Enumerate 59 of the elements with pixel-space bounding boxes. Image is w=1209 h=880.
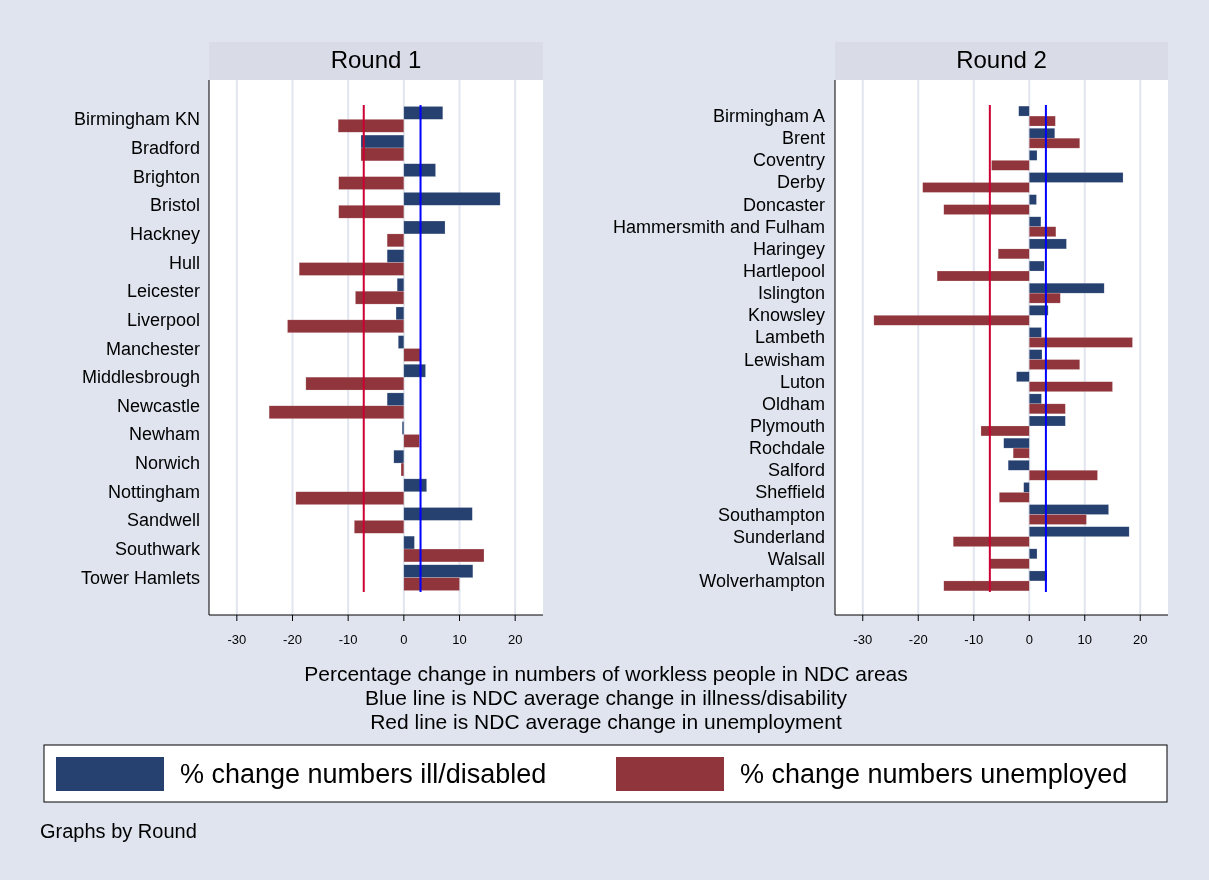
x-tick-label: -30	[227, 632, 247, 647]
y-tick-label: Wolverhampton	[699, 570, 825, 591]
y-tick-label: Bradford	[130, 137, 200, 158]
x-tick-label: -10	[338, 632, 358, 647]
y-tick-label: Luton	[779, 371, 825, 392]
y-tick-label: Rochdale	[748, 438, 825, 459]
text: Percentage change in numbers of workless people in NDC areas	[304, 662, 908, 685]
y-tick-label: Hull	[168, 252, 200, 273]
y-tick-label: Islington	[757, 283, 825, 304]
y-tick-label: Newham	[128, 424, 200, 445]
y-tick-label: Brent	[781, 128, 825, 149]
y-tick-label: Hartlepool	[742, 261, 825, 282]
y-tick-label: Coventry	[752, 150, 825, 171]
y-tick-label: Sheffield	[755, 482, 825, 503]
y-tick-label: Oldham	[761, 393, 825, 414]
y-tick-label: Lewisham	[743, 349, 825, 370]
y-tick-label: Liverpool	[126, 309, 200, 330]
x-tick-label: 20	[1133, 632, 1148, 647]
x-tick-label: 20	[507, 632, 523, 647]
y-tick-label: Nottingham	[107, 481, 200, 502]
chart-title: Round 1	[330, 46, 422, 73]
y-tick-label: Tower Hamlets	[80, 567, 200, 588]
y-tick-label: Norwich	[134, 453, 200, 474]
x-tick-label: 10	[452, 632, 467, 647]
x-tick-label: -30	[853, 632, 873, 647]
y-tick-label: Knowsley	[747, 305, 825, 326]
x-tick-label: 0	[1025, 632, 1033, 647]
y-tick-label: Manchester	[105, 338, 200, 359]
text: Red line is NDC average change in unemployment	[370, 710, 842, 733]
legend-label: % change numbers unemployed	[740, 759, 1128, 789]
chart-title: Round 2	[956, 46, 1047, 73]
x-tick-label: -20	[283, 632, 302, 647]
y-tick-label: Walsall	[767, 548, 825, 569]
x-tick-label: -10	[964, 632, 984, 647]
y-tick-label: Leicester	[126, 281, 200, 302]
text: Graphs by Round	[40, 820, 197, 842]
y-tick-label: Plymouth	[749, 415, 825, 436]
y-tick-label: Sunderland	[732, 526, 825, 547]
y-tick-label: Hackney	[129, 223, 200, 244]
text: Blue line is NDC average change in illness/disability	[364, 686, 848, 709]
y-tick-label: Derby	[776, 172, 825, 193]
y-tick-label: Birmingham A	[712, 106, 825, 127]
y-tick-label: Salford	[767, 460, 825, 481]
x-tick-label: 10	[1077, 632, 1092, 647]
y-tick-label: Middlesbrough	[81, 367, 200, 388]
x-tick-label: 0	[400, 632, 408, 647]
y-tick-label: Doncaster	[742, 194, 825, 215]
y-tick-label: Brighton	[132, 166, 200, 187]
y-tick-label: Haringey	[752, 238, 825, 259]
y-tick-label: Newcastle	[116, 395, 200, 416]
y-tick-label: Lambeth	[754, 327, 825, 348]
y-tick-label: Hammersmith and Fulham	[612, 216, 825, 237]
y-tick-label: Bristol	[149, 195, 200, 216]
x-tick-label: -20	[908, 632, 928, 647]
y-tick-label: Southampton	[717, 504, 825, 525]
y-tick-label: Sandwell	[126, 510, 200, 531]
legend-label: % change numbers ill/disabled	[180, 759, 547, 789]
y-tick-label: Birmingham KN	[73, 109, 200, 130]
y-tick-label: Southwark	[114, 539, 201, 560]
